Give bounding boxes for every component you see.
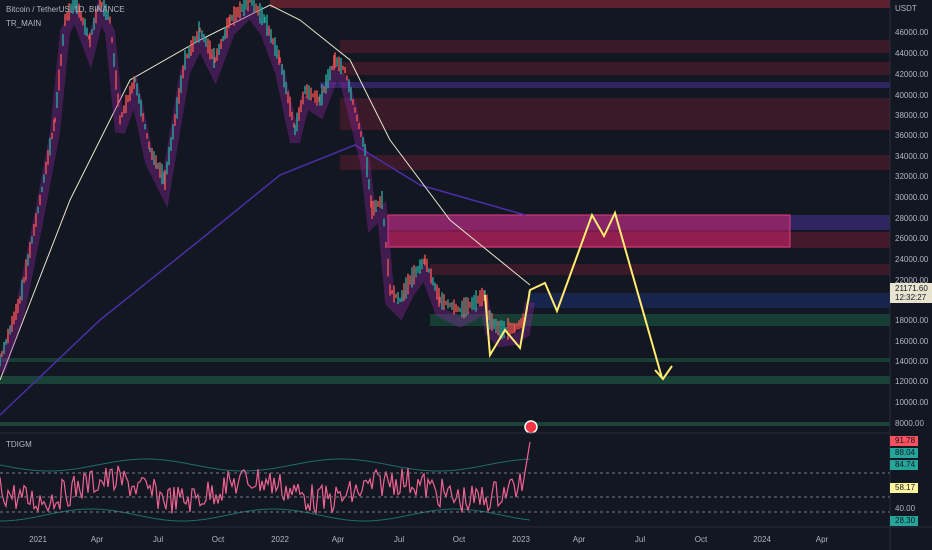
osc-label: 40.00 [895,504,916,513]
price-label: 30000.00 [895,193,929,202]
countdown: 12:32:27 [895,293,927,302]
price-label: 36000.00 [895,131,929,140]
projection-path [484,210,663,379]
band [0,458,531,472]
price-label: 24000.00 [895,255,929,264]
osc-label: 88.04 [895,448,916,457]
price-label: 12000.00 [895,377,929,386]
time-label: Oct [453,535,466,544]
zone [270,0,890,8]
osc-tag [890,483,918,493]
zone [530,293,890,308]
zone [0,358,890,362]
price-label: 22000.00 [895,276,929,285]
indicator-name: TR_MAIN [6,19,41,28]
price-series [0,0,535,374]
zone [340,40,890,53]
osc-tag [890,436,918,446]
long-ma [0,144,526,416]
zone [0,422,890,426]
last-price: 21171.60 [895,284,928,293]
zone [340,155,890,170]
price-label: 18000.00 [895,316,929,325]
time-label: 2023 [512,535,530,544]
supply-zone [387,214,791,248]
price-label: 16000.00 [895,337,929,346]
time-label: Oct [695,535,708,544]
zone [430,264,890,275]
event-icon[interactable] [524,420,538,434]
osc-tag [890,516,918,526]
mid-ma [0,4,531,381]
time-label: Jul [635,535,645,544]
zone [320,82,890,88]
time-label: Oct [212,535,225,544]
zone [340,98,890,130]
zone [430,314,890,326]
price-label: 34000.00 [895,152,929,161]
price-label: 46000.00 [895,28,929,37]
band [0,508,531,522]
time-label: 2024 [753,535,771,544]
time-label: Apr [91,535,104,544]
price-label: 38000.00 [895,111,929,120]
time-label: 2021 [29,535,47,544]
time-label: Apr [816,535,829,544]
time-label: Jul [153,535,163,544]
time-label: Apr [573,535,586,544]
osc-label: 84.74 [895,460,916,469]
time-label: Jul [394,535,404,544]
price-label: 8000.00 [895,419,924,428]
osc-tag [890,448,918,458]
ribbon [0,0,535,374]
time-label: 2022 [271,535,289,544]
zone [0,376,890,384]
osc-label: 28.30 [895,516,916,525]
price-label: 10000.00 [895,398,929,407]
price-label: 42000.00 [895,70,929,79]
price-label: 40000.00 [895,91,929,100]
last-price-tag [890,283,932,303]
osc-tag [890,460,918,470]
zones [0,0,890,426]
price-label: 26000.00 [895,234,929,243]
symbol-title: Bitcoin / TetherUS, 1D, BINANCE [6,5,125,14]
price-label: 44000.00 [895,49,929,58]
price-label: 14000.00 [895,357,929,366]
price-label: 28000.00 [895,214,929,223]
axis-unit: USDT [895,4,917,13]
osc-label: 91.78 [895,436,916,445]
osc-label: 58.17 [895,483,916,492]
oscillator-line [0,441,531,514]
oscillator-name: TDIGM [6,440,32,449]
zone [340,62,890,75]
oscillator-pane [0,441,531,522]
time-label: Apr [332,535,345,544]
price-label: 32000.00 [895,172,929,181]
projection-arrow [654,365,673,381]
